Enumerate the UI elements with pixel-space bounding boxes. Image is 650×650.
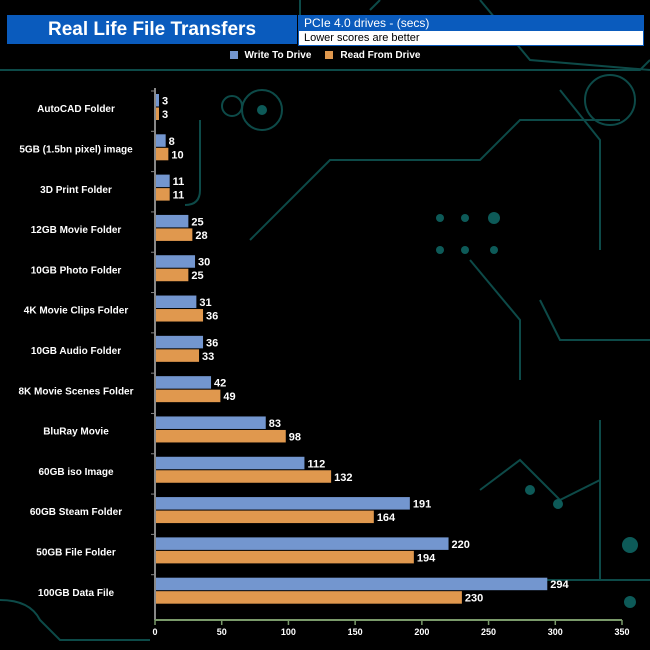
data-label: 10: [171, 149, 183, 161]
category-label: 10GB Audio Folder: [31, 346, 121, 357]
legend-item-read: Read From Drive: [325, 50, 420, 61]
category-label: 12GB Movie Folder: [31, 225, 122, 236]
legend-label-write: Write To Drive: [244, 50, 312, 61]
bar-write: [156, 295, 197, 309]
data-label: 294: [550, 579, 569, 591]
bar-read: [156, 349, 200, 362]
bar-write: [156, 577, 548, 591]
bar-write: [156, 174, 170, 188]
data-label: 164: [377, 512, 396, 524]
category-label: 100GB Data File: [38, 588, 115, 599]
data-label: 30: [198, 257, 210, 269]
bar-write: [156, 537, 449, 550]
chart-note: Lower scores are better: [304, 32, 420, 44]
bar-read: [156, 591, 462, 604]
legend-item-write: Write To Drive: [229, 50, 312, 61]
bar-read: [156, 188, 170, 201]
data-label: 36: [206, 337, 218, 349]
chart-title: Real Life File Transfers: [7, 15, 297, 44]
bar-write: [156, 416, 266, 429]
data-label: 42: [214, 378, 226, 390]
bar-read: [156, 309, 204, 322]
data-label: 194: [417, 552, 436, 564]
bar-read: [156, 550, 414, 564]
category-label: 3D Print Folder: [40, 185, 112, 196]
data-label: 83: [269, 418, 281, 430]
data-label: 8: [169, 136, 175, 148]
category-label: 5GB (1.5bn pixel) image: [19, 144, 133, 155]
data-label: 36: [206, 311, 218, 323]
legend-label-read: Read From Drive: [340, 50, 421, 61]
data-label: 112: [307, 458, 325, 470]
x-tick-label: 0: [152, 627, 157, 637]
bar-write: [156, 456, 305, 470]
data-label: 31: [199, 297, 211, 309]
x-tick-label: 350: [614, 627, 629, 637]
data-label: 11: [173, 190, 185, 202]
category-label: 60GB Steam Folder: [30, 507, 122, 518]
data-label: 28: [195, 230, 207, 242]
x-tick-label: 50: [217, 627, 227, 637]
category-label: 10GB Photo Folder: [31, 265, 122, 276]
bar-write: [156, 497, 410, 510]
bar-read: [156, 389, 221, 403]
data-label: 98: [289, 431, 301, 443]
bar-read: [156, 268, 189, 282]
x-tick-label: 300: [548, 627, 563, 637]
data-label: 11: [173, 176, 185, 188]
bar-read: [156, 228, 193, 241]
x-tick-label: 250: [481, 627, 496, 637]
data-label: 3: [162, 96, 168, 108]
category-label: AutoCAD Folder: [37, 104, 115, 115]
subtitle-box: PCIe 4.0 drives - (secs) Lower scores ar…: [298, 15, 644, 46]
data-label: 33: [202, 351, 214, 363]
data-label: 25: [191, 270, 203, 282]
x-tick-label: 150: [348, 627, 363, 637]
legend-swatch-write: [229, 51, 238, 59]
bar-read: [156, 147, 169, 161]
data-label: 49: [223, 391, 235, 403]
legend-swatch-read: [325, 51, 334, 59]
chart-subtitle: PCIe 4.0 drives - (secs): [299, 16, 643, 31]
bar-write: [156, 376, 212, 389]
data-label: 25: [191, 216, 203, 228]
data-label: 3: [162, 109, 168, 121]
data-label: 191: [413, 499, 431, 511]
bar-read: [156, 510, 374, 524]
bar-write: [156, 134, 166, 147]
category-label: 4K Movie Clips Folder: [24, 306, 129, 317]
data-label: 132: [334, 472, 352, 484]
category-label: 60GB iso Image: [38, 467, 113, 478]
bar-read: [156, 107, 160, 120]
bar-read: [156, 429, 286, 443]
bar-read: [156, 470, 332, 483]
bar-write: [156, 335, 204, 349]
legend: Write To Drive Read From Drive: [0, 50, 650, 61]
data-label: 220: [452, 539, 470, 551]
category-label: BluRay Movie: [43, 427, 109, 438]
bar-write: [156, 94, 160, 107]
bar-write: [156, 214, 189, 228]
bar-write: [156, 255, 196, 268]
category-label: 8K Movie Scenes Folder: [18, 386, 133, 397]
x-tick-label: 200: [414, 627, 429, 637]
category-label: 50GB File Folder: [36, 548, 116, 559]
x-tick-label: 100: [281, 627, 296, 637]
data-label: 230: [465, 593, 483, 605]
